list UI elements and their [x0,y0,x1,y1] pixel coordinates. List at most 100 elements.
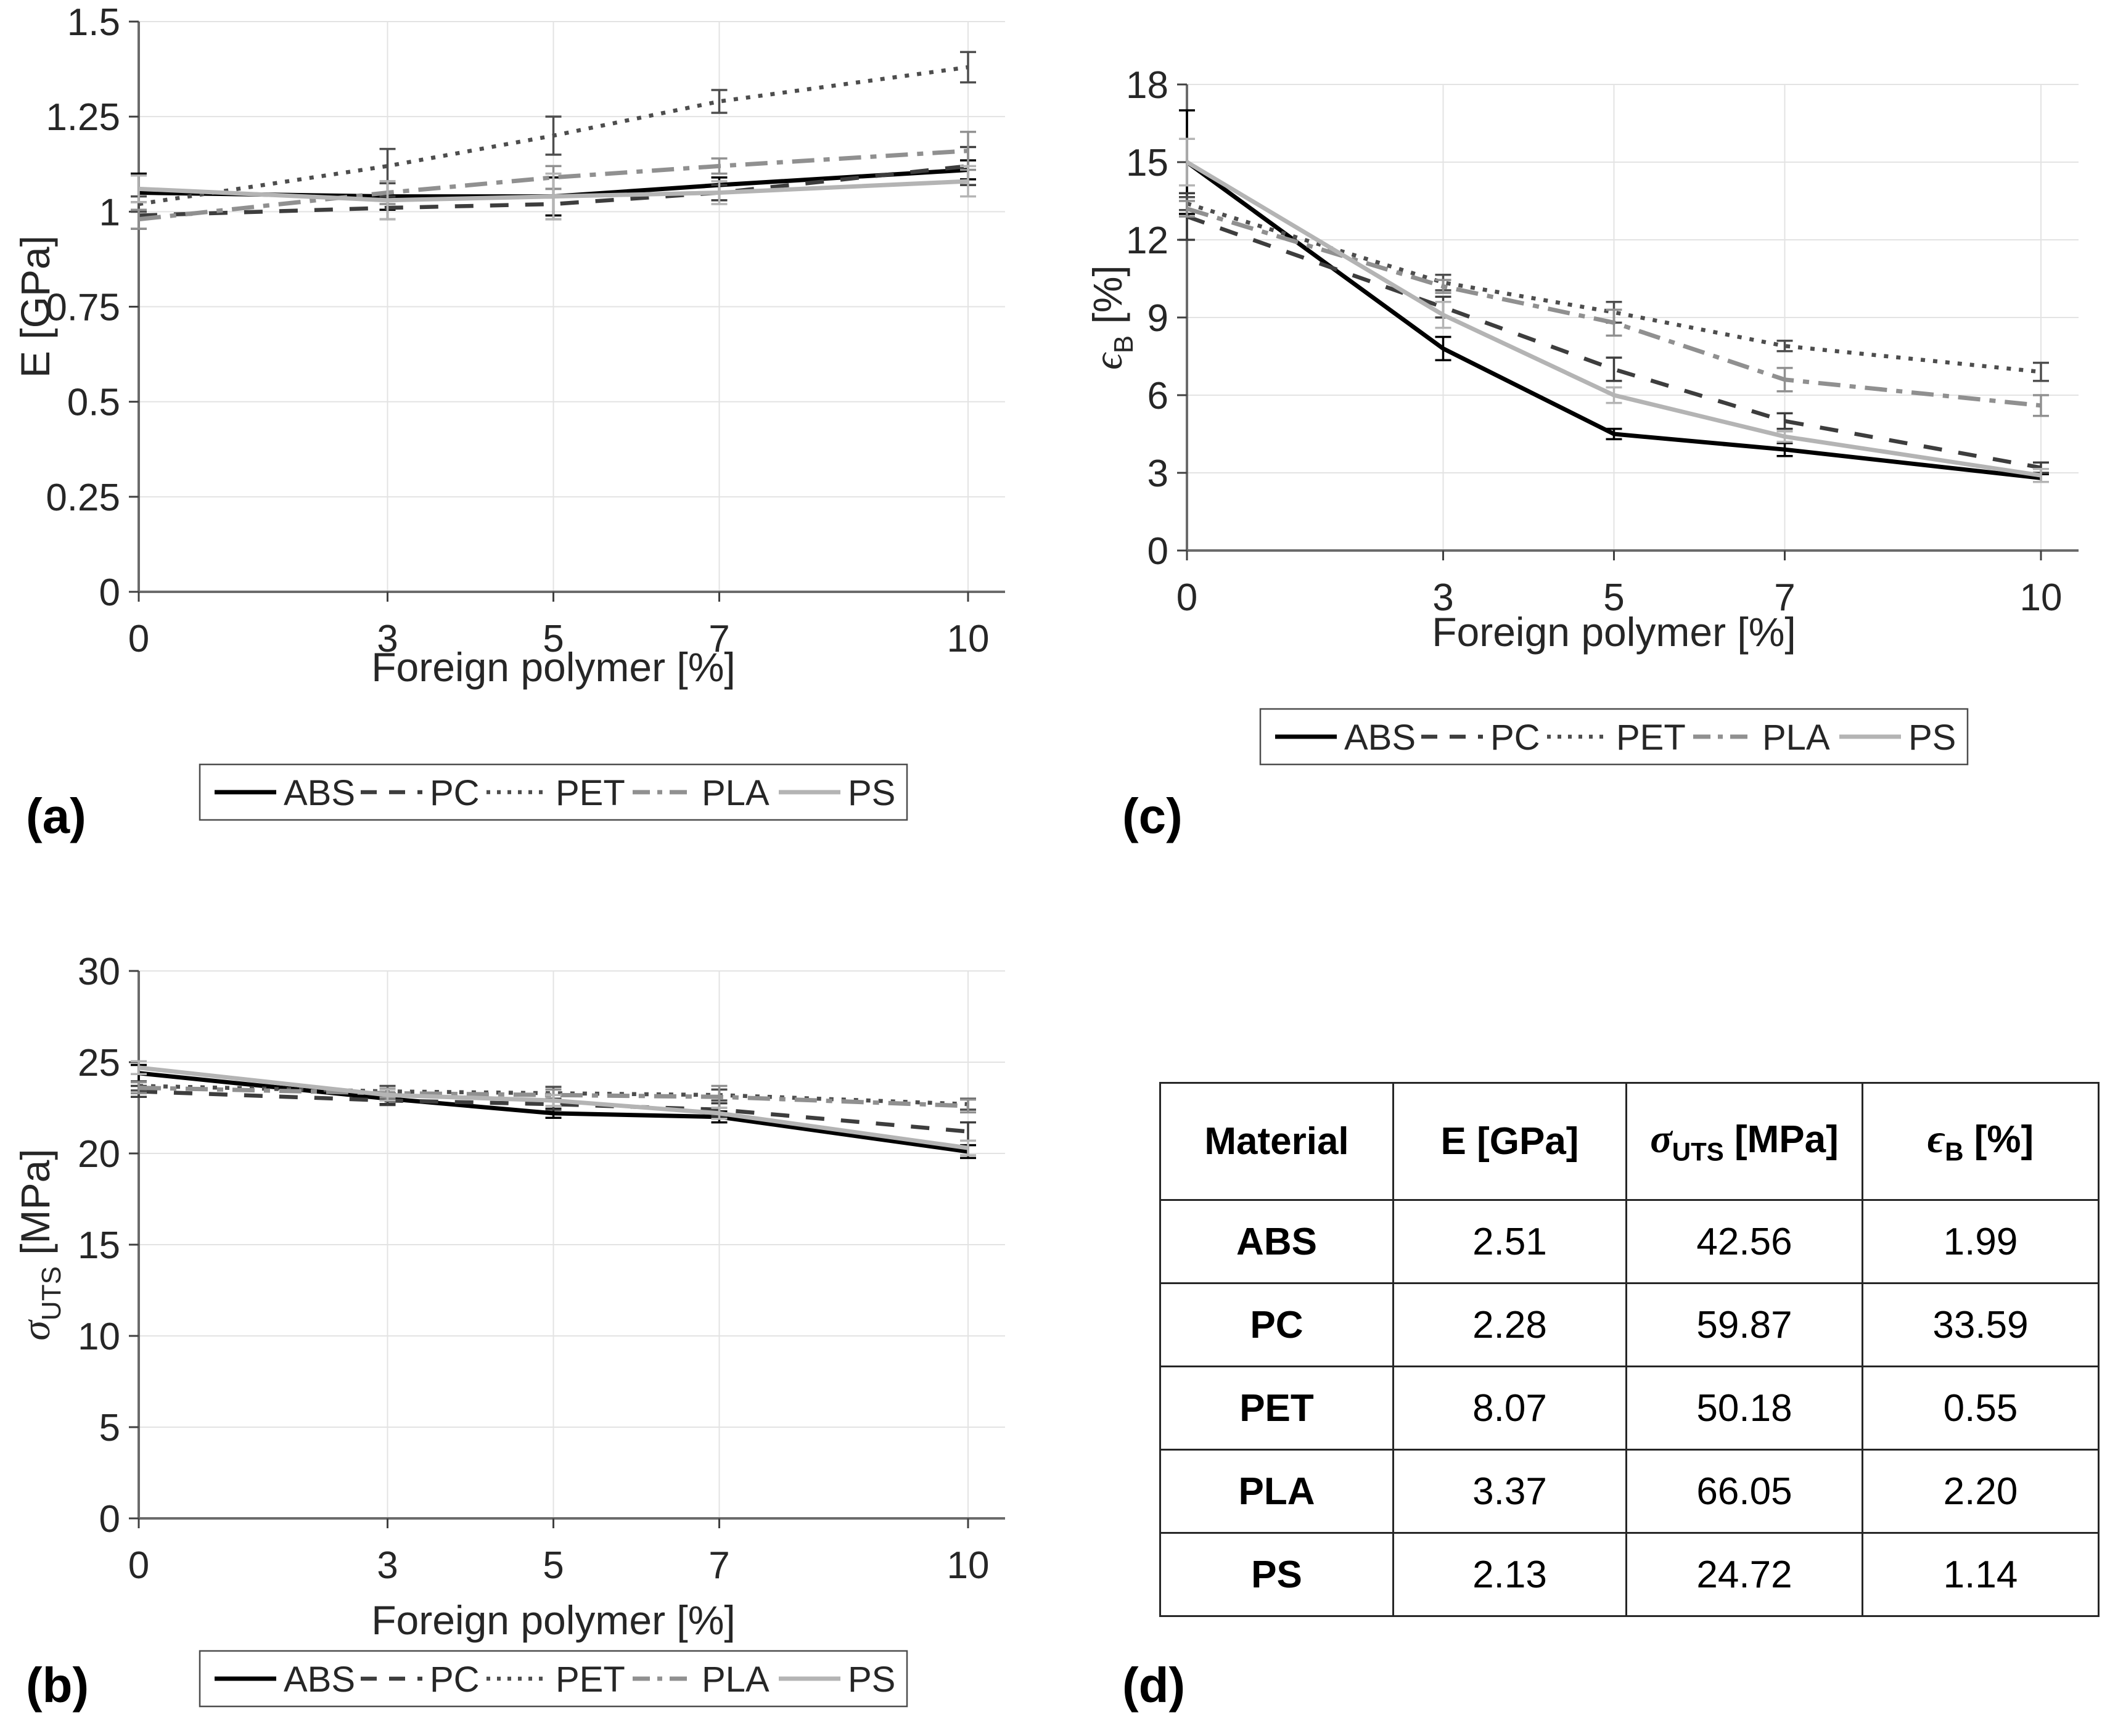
series-pla [131,131,976,230]
value-cell: 1.99 [1862,1199,2100,1284]
svg-text:PC: PC [430,1660,480,1700]
value-cell: 2.28 [1392,1282,1627,1367]
legend: ABS PC PET PLA PS [199,1650,908,1708]
svg-text:PET: PET [556,773,625,813]
svg-text:5: 5 [99,1407,120,1449]
legend: ABS PC PET PLA PS [1259,708,1969,766]
x-axis-label: Foreign polymer [%] [371,1597,736,1643]
table-header-cell: σUTS [MPa] [1625,1082,1863,1201]
panel-label-c: (c) [1122,788,1183,843]
chart-elongation-at-break: 0 3 6 9 12 15 18 0 3 5 7 10 Foreign polymer [%] ϵB [%… [1055,0,2110,866]
svg-text:ABS: ABS [284,773,355,813]
x-axis-label: Foreign polymer [%] [371,644,736,690]
svg-text:0: 0 [1147,530,1168,573]
chart-elastic-modulus: 0 0.25 0.5 0.75 1 1.25 1.5 0 3 5 7 10 Foreign polyme… [0,0,1055,866]
svg-text:0: 0 [99,571,120,614]
value-cell: 2.20 [1862,1449,2100,1534]
svg-text:0: 0 [128,618,149,660]
table-header-cell: E [GPa] [1392,1082,1627,1201]
value-cell: 2.13 [1392,1532,1627,1617]
svg-text:30: 30 [78,951,120,993]
x-axis-label: Foreign polymer [%] [1432,609,1796,655]
value-cell: 8.07 [1392,1365,1627,1451]
svg-text:5: 5 [1603,576,1624,619]
value-cell: 3.37 [1392,1449,1627,1534]
svg-text:1: 1 [99,191,120,234]
svg-text:0.75: 0.75 [46,287,120,329]
material-name-cell: PS [1159,1532,1394,1617]
value-cell: 50.18 [1625,1365,1863,1451]
value-cell: 1.14 [1862,1532,2100,1617]
svg-text:3: 3 [377,1544,398,1587]
svg-text:ABS: ABS [1344,718,1416,758]
series-ps [131,1060,976,1157]
tick-labels: 0 5 10 15 20 25 30 0 3 5 7 10 [78,951,989,1587]
svg-text:25: 25 [78,1042,120,1084]
value-cell: 24.72 [1625,1532,1863,1617]
table-row: PLA 3.37 66.05 2.20 [1159,1449,2100,1534]
value-cell: 0.55 [1862,1365,2100,1451]
material-name-cell: PC [1159,1282,1394,1367]
table-row: PET 8.07 50.18 0.55 [1159,1365,2100,1451]
svg-text:PLA: PLA [702,773,770,813]
svg-text:1.25: 1.25 [46,96,120,139]
table-header-cell: ϵB [%] [1862,1082,2100,1201]
y-axis-label: ϵB [%] [1085,265,1139,370]
axes [129,20,1005,602]
svg-text:PS: PS [848,1660,895,1700]
panel-label-d: (d) [1122,1658,1186,1713]
svg-text:20: 20 [78,1133,120,1176]
svg-text:5: 5 [543,1544,564,1587]
svg-text:ABS: ABS [284,1660,355,1700]
value-cell: 59.87 [1625,1282,1863,1367]
svg-text:PET: PET [1616,718,1686,758]
panel-label-b: (b) [26,1658,89,1713]
chart-b-canvas: 0 5 10 15 20 25 30 0 3 5 7 10 Foreign polymer [%] σUT… [12,951,1005,1708]
svg-text:3: 3 [377,618,398,660]
svg-text:10: 10 [947,1544,990,1587]
value-cell: 2.51 [1392,1199,1627,1284]
value-cell: 33.59 [1862,1282,2100,1367]
legend: ABS PC PET PLA PS [199,763,908,821]
svg-text:10: 10 [2020,576,2063,619]
svg-text:7: 7 [708,1544,729,1587]
chart-c-canvas: 0 3 6 9 12 15 18 0 3 5 7 10 Foreign polymer [%] ϵB [%… [1085,64,2079,766]
svg-text:0: 0 [1176,576,1197,619]
axes [129,970,1005,1528]
table-row: PS 2.13 24.72 1.14 [1159,1532,2100,1617]
y-axis-label: E [GPa] [12,235,58,378]
series-ps [131,165,976,221]
svg-text:12: 12 [1126,219,1168,262]
material-properties-table: Material E [GPa] σUTS [MPa] ϵB [%] ABS 2.51 42… [1159,1082,2100,1617]
material-name-cell: ABS [1159,1199,1394,1284]
material-name-cell: PET [1159,1365,1394,1451]
value-cell: 42.56 [1625,1199,1863,1284]
svg-text:18: 18 [1126,64,1168,107]
gridlines [139,970,1005,1519]
svg-text:15: 15 [78,1224,120,1267]
svg-text:PS: PS [1908,718,1956,758]
svg-text:0: 0 [99,1498,120,1541]
svg-text:10: 10 [78,1316,120,1358]
table-header-row: Material E [GPa] σUTS [MPa] ϵB [%] [1159,1082,2100,1201]
svg-text:1.5: 1.5 [67,1,120,44]
svg-text:PC: PC [430,773,480,813]
svg-text:5: 5 [543,618,564,660]
svg-text:10: 10 [947,618,990,660]
gridlines [139,21,1005,592]
svg-text:PS: PS [848,773,895,813]
svg-text:0.5: 0.5 [67,382,120,424]
svg-text:9: 9 [1147,297,1168,340]
axes [1177,83,2079,560]
table-row: PC 2.28 59.87 33.59 [1159,1282,2100,1367]
svg-text:PC: PC [1490,718,1540,758]
gridlines [1187,84,2079,551]
svg-text:0.25: 0.25 [46,477,120,519]
tick-labels: 0 0.25 0.5 0.75 1 1.25 1.5 0 3 5 7 10 [46,1,989,660]
chart-ultimate-tensile-strength: 0 5 10 15 20 25 30 0 3 5 7 10 Foreign polymer [%] σUT… [0,867,1055,1733]
svg-text:7: 7 [1774,576,1795,619]
value-cell: 66.05 [1625,1449,1863,1534]
panel-label-a: (a) [26,788,86,843]
svg-text:7: 7 [708,618,729,660]
